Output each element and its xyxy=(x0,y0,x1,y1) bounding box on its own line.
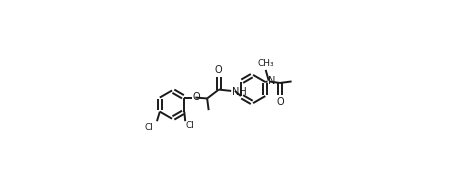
Text: Cl: Cl xyxy=(144,123,153,132)
Text: O: O xyxy=(215,65,223,75)
Text: O: O xyxy=(276,97,284,107)
Text: NH: NH xyxy=(232,87,247,97)
Text: O: O xyxy=(193,92,200,102)
Text: Cl: Cl xyxy=(186,121,195,130)
Text: N: N xyxy=(268,76,276,86)
Text: CH₃: CH₃ xyxy=(257,59,274,68)
